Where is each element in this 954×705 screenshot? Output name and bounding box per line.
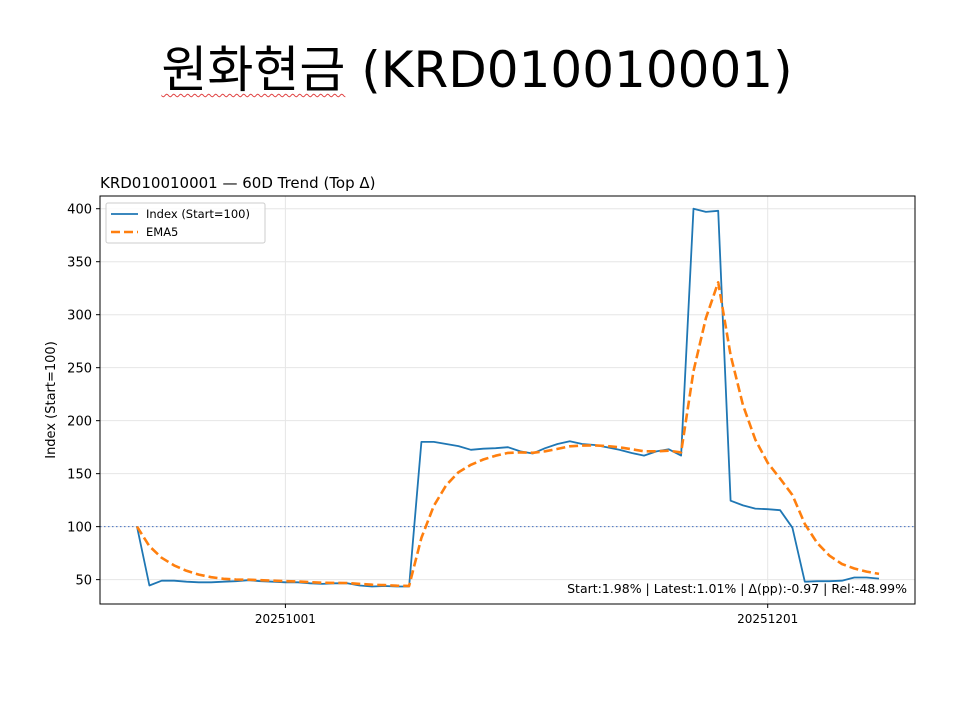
y-tick-label: 250	[67, 362, 92, 377]
legend: Index (Start=100) EMA5	[105, 202, 266, 244]
tick-layer: 50 100 150 200 250 300 350 400 20251001 20251201	[67, 203, 798, 626]
series-line-ema5	[135, 280, 880, 588]
y-axis-label: Index (Start=100)	[44, 341, 59, 459]
y-tick-label: 200	[67, 415, 92, 430]
x-tick-label: 20251201	[737, 612, 798, 626]
y-tick-label: 300	[67, 309, 92, 324]
y-tick-label: 50	[75, 574, 92, 589]
slide-title-code: (KRD010010001)	[361, 41, 793, 99]
legend-label-ema5: EMA5	[146, 225, 178, 239]
chart-title: KRD010010001 — 60D Trend (Top Δ)	[100, 174, 376, 192]
series-layer	[135, 207, 880, 588]
y-tick-label: 100	[67, 521, 92, 536]
stats-annotation: Start:1.98% | Latest:1.01% | Δ(pp):-0.97…	[567, 581, 907, 596]
legend-label-index: Index (Start=100)	[146, 207, 250, 221]
x-tick-label: 20251001	[255, 612, 316, 626]
y-tick-label: 350	[67, 256, 92, 271]
grid-layer	[100, 196, 915, 604]
plot-frame	[99, 195, 916, 605]
slide-title: 원화현금 (KRD010010001)	[0, 30, 954, 102]
slide-title-hangul: 원화현금	[161, 41, 346, 99]
legend-box	[105, 202, 266, 244]
y-tick-label: 150	[67, 468, 92, 483]
y-tick-label: 400	[67, 203, 92, 218]
